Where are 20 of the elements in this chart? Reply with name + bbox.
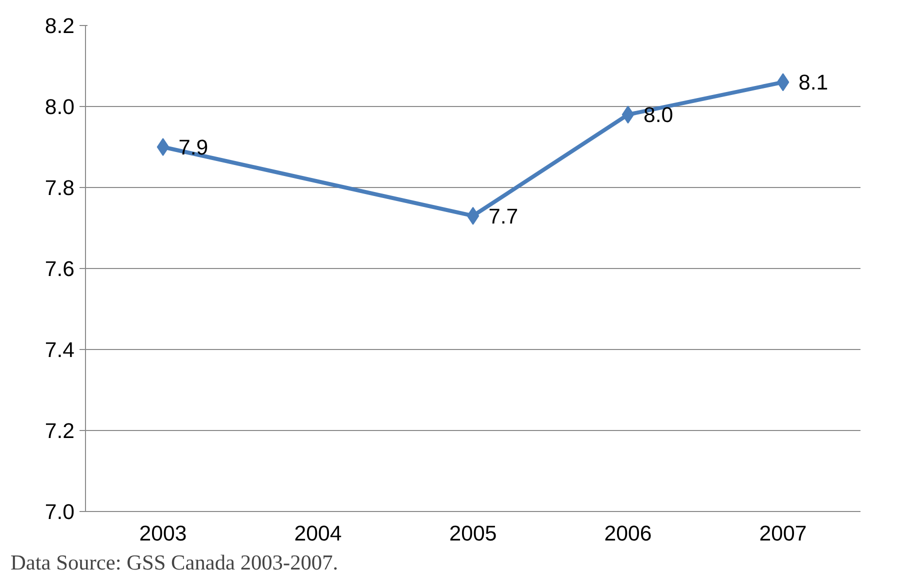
x-tick-label: 2004: [294, 522, 342, 546]
data-label: 8.0: [644, 103, 674, 128]
point: [622, 106, 634, 124]
x-tick-label: 2003: [139, 522, 187, 546]
point: [776, 73, 790, 92]
text: 7.0: [44, 500, 75, 524]
source-note: Data Source: GSS Canada 2003-2007.: [10, 550, 338, 574]
text: 7.4: [44, 338, 75, 362]
text: 8.0: [44, 95, 75, 119]
x-tick-label: 2007: [759, 522, 807, 546]
text: 8.2: [44, 14, 75, 38]
point: [466, 206, 480, 225]
data-label: 7.7: [488, 204, 518, 228]
x-tick-label: 2005: [449, 522, 497, 546]
point: [156, 138, 170, 156]
data-label: 8.1: [798, 70, 828, 95]
text: 7.2: [44, 419, 75, 443]
text: 7.6: [44, 257, 75, 281]
x-tick-label: 2006: [604, 522, 652, 546]
text: 7.8: [44, 176, 75, 200]
